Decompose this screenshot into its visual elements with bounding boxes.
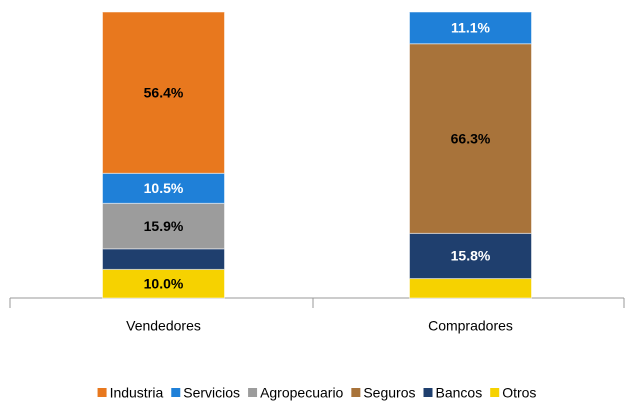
value-label: 56.4% — [144, 84, 184, 100]
legend-label: Otros — [502, 385, 536, 401]
legend-label: Agropecuario — [260, 385, 343, 401]
value-label: 15.9% — [144, 218, 184, 234]
value-label: 11.1% — [451, 20, 490, 36]
bar-segment — [102, 202, 225, 250]
x-tick-label: Compradores — [428, 318, 513, 334]
bar-segment — [409, 11, 532, 45]
x-tick-label: Vendedores — [126, 318, 201, 334]
bar-segment — [409, 43, 532, 234]
legend-swatch — [171, 388, 181, 397]
legend-swatch — [97, 388, 107, 397]
bar-segment — [102, 268, 225, 299]
legend-swatch — [248, 388, 258, 397]
value-label: 10.0% — [144, 275, 184, 291]
value-label: 66.3% — [451, 130, 491, 146]
bar-segment — [409, 278, 532, 299]
legend-swatch — [490, 388, 500, 397]
legend-label: Bancos — [436, 385, 483, 401]
legend-swatch — [351, 388, 361, 397]
value-label: 10.5% — [144, 180, 184, 196]
bar-segment — [102, 11, 225, 174]
legend-label: Seguros — [363, 385, 415, 401]
bar-segment — [102, 248, 225, 270]
legend-label: Industria — [110, 385, 164, 401]
value-label: 15.8% — [451, 248, 491, 264]
bar-segment — [409, 232, 532, 280]
legend-swatch — [423, 388, 433, 397]
legend-label: Servicios — [183, 385, 240, 401]
